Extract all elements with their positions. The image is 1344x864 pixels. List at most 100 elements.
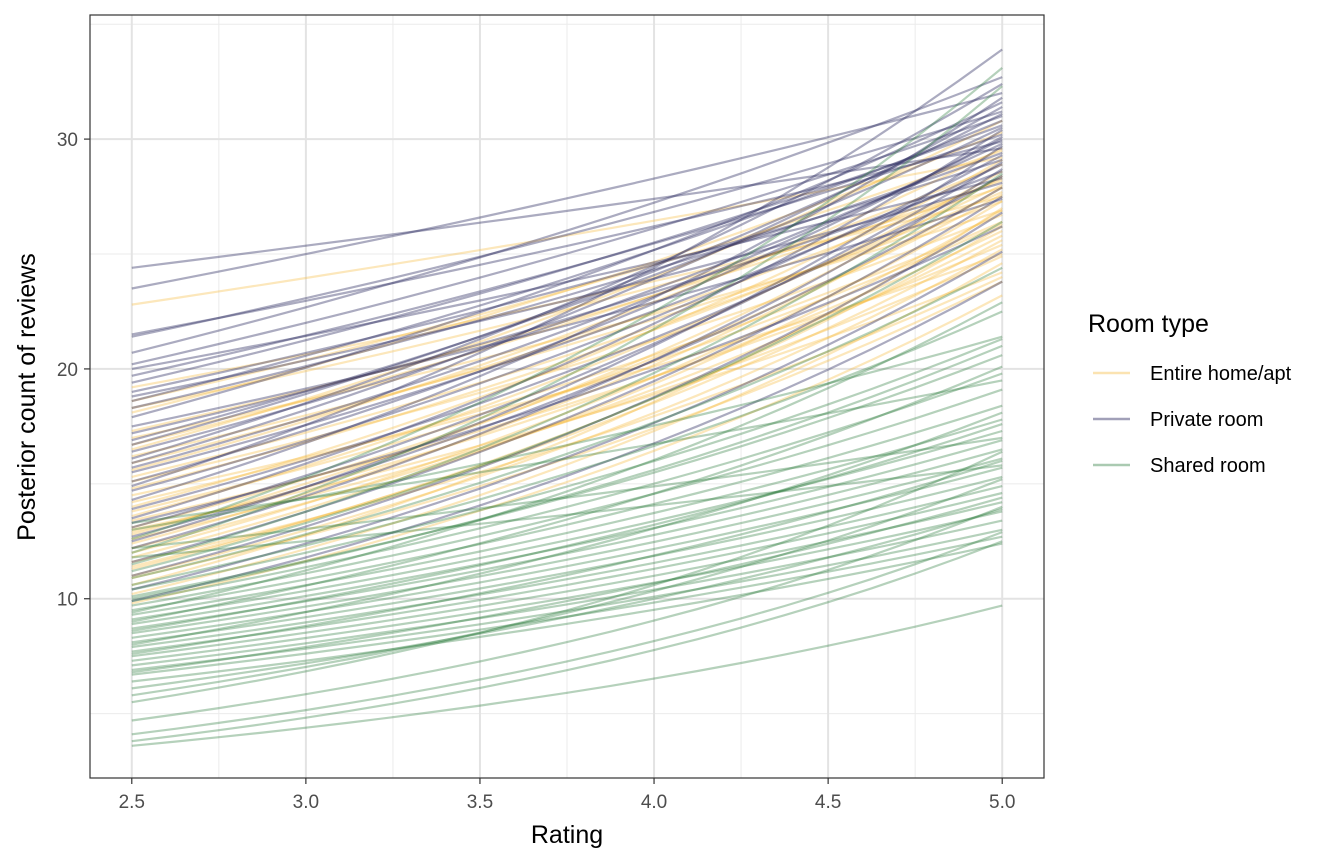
draw-line <box>131 540 1003 743</box>
legend-title: Room type <box>1088 310 1209 338</box>
draw-line <box>131 255 1003 541</box>
draw-line <box>131 147 1003 472</box>
draw-line <box>131 225 1003 570</box>
plot-border <box>89 14 1045 779</box>
draw-line <box>131 220 1003 573</box>
draw-line <box>131 156 1003 306</box>
draw-line <box>131 105 1003 465</box>
draw-line <box>131 184 1003 490</box>
draw-line <box>131 186 1003 410</box>
draw-line <box>131 85 1003 554</box>
draw-line <box>131 147 1003 269</box>
draw-line <box>131 213 1003 483</box>
legend-label: Shared room <box>1150 455 1266 477</box>
draw-line <box>131 457 1003 635</box>
draw-line <box>131 211 1003 577</box>
draw-line <box>131 234 1003 550</box>
draw-line <box>131 271 1003 531</box>
series-entire-home-apt <box>131 119 1003 605</box>
draw-line <box>131 145 1003 543</box>
draw-line <box>131 174 1003 536</box>
draw-line <box>131 209 1003 439</box>
draw-line <box>131 82 1003 460</box>
x-tick-label: 4.5 <box>815 792 841 813</box>
draw-line <box>131 126 1003 442</box>
draw-line <box>131 119 1003 451</box>
draw-line <box>131 110 1003 338</box>
draw-line <box>131 163 1003 446</box>
y-axis-title: Posterior count of reviews <box>13 253 41 541</box>
y-tick-label: 20 <box>57 360 78 381</box>
draw-line <box>131 177 1003 465</box>
minor-gridlines <box>90 15 1044 778</box>
draw-line <box>131 423 1003 632</box>
major-gridlines <box>90 15 1044 778</box>
draw-line <box>131 177 1003 370</box>
x-tick-label: 4.0 <box>641 792 667 813</box>
draw-line <box>131 181 1003 398</box>
draw-line <box>131 135 1003 483</box>
draw-line <box>131 535 1003 676</box>
draw-line <box>131 138 1003 469</box>
draw-line <box>131 266 1003 580</box>
y-tick-label: 30 <box>57 130 78 151</box>
draw-line <box>131 429 1003 621</box>
draw-line <box>131 248 1003 577</box>
draw-line <box>131 466 1003 639</box>
draw-line <box>131 485 1003 649</box>
draw-line <box>131 112 1003 446</box>
draw-line <box>131 250 1003 591</box>
draw-line <box>131 200 1003 554</box>
draw-line <box>131 243 1003 522</box>
draw-line <box>131 195 1003 389</box>
legend-item: Private room <box>1093 409 1263 431</box>
draw-line <box>131 372 1003 603</box>
draw-line <box>131 344 1003 600</box>
draw-line <box>131 151 1003 410</box>
draw-line <box>131 262 1003 596</box>
draw-line <box>131 220 1003 504</box>
draw-line <box>131 168 1003 550</box>
draw-line <box>131 519 1003 667</box>
draw-line <box>131 174 1003 511</box>
draw-line <box>131 450 1003 704</box>
draw-line <box>131 528 1003 672</box>
draw-line <box>131 496 1003 674</box>
legend-label: Private room <box>1150 409 1263 431</box>
x-tick-label: 3.5 <box>467 792 493 813</box>
draw-line <box>131 207 1003 587</box>
draw-line <box>131 190 1003 478</box>
draw-line <box>131 124 1003 384</box>
draw-line <box>131 197 1003 428</box>
draw-line <box>131 115 1003 366</box>
draw-line <box>131 163 1003 474</box>
draw-line <box>131 101 1003 419</box>
legend-item: Entire home/apt <box>1093 363 1292 385</box>
x-tick-label: 3.0 <box>293 792 319 813</box>
draw-line <box>131 464 1003 559</box>
draw-line <box>131 131 1003 414</box>
draw-line <box>131 379 1003 524</box>
series-lines <box>131 48 1003 747</box>
draw-line <box>131 128 1003 520</box>
draw-line <box>131 225 1003 524</box>
draw-line <box>131 505 1003 722</box>
draw-line <box>131 508 1003 690</box>
draw-line <box>131 478 1003 697</box>
draw-line <box>131 404 1003 612</box>
draw-line <box>131 96 1003 501</box>
draw-line <box>131 133 1003 377</box>
draw-line <box>131 418 1003 616</box>
legend-label: Entire home/apt <box>1150 363 1292 385</box>
draw-line <box>131 193 1003 529</box>
draw-line <box>131 67 1003 541</box>
x-axis: 2.5 3.0 3.5 4.0 4.5 5.0 <box>119 778 1015 813</box>
draw-line <box>131 411 1003 646</box>
draw-line <box>131 604 1003 747</box>
draw-line <box>131 459 1003 655</box>
draw-line <box>131 388 1003 607</box>
draw-line <box>131 252 1003 497</box>
draw-line <box>131 337 1003 591</box>
draw-line <box>131 200 1003 458</box>
